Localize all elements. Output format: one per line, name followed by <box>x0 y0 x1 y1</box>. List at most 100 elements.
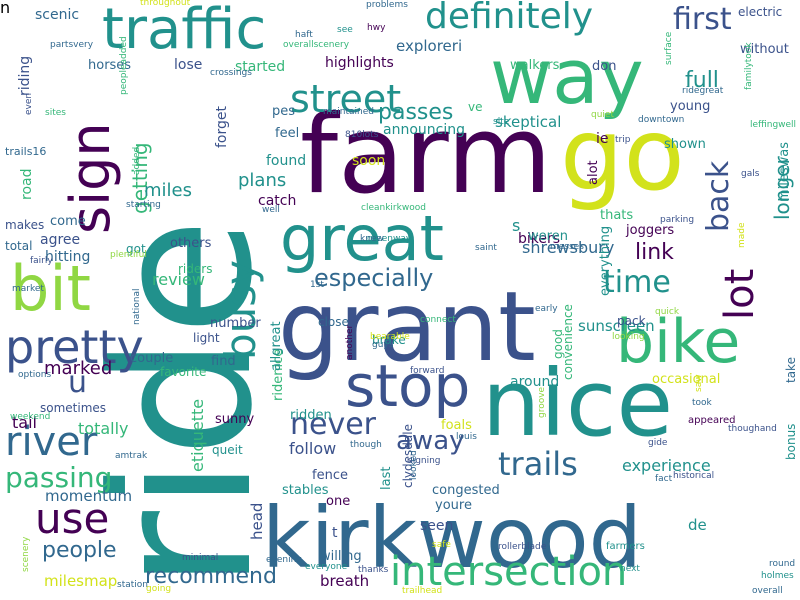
word: greenway <box>367 234 412 244</box>
word: full <box>685 68 719 93</box>
word: horses <box>88 58 132 73</box>
word: busy <box>216 259 265 360</box>
word: safe <box>432 540 451 550</box>
word: kirkwood <box>262 489 642 587</box>
word: problems <box>366 0 408 10</box>
word: total <box>5 239 33 253</box>
word: congested <box>432 483 500 498</box>
word: site <box>493 117 510 127</box>
word: plans <box>238 170 287 191</box>
word: started <box>235 59 286 75</box>
word: saw <box>694 374 704 392</box>
word: take <box>784 357 798 383</box>
word: totally <box>78 419 129 438</box>
word: close <box>318 315 349 329</box>
word: historical <box>673 471 715 481</box>
word: exploreri <box>396 37 463 55</box>
word: last <box>379 466 394 490</box>
word: queit <box>212 443 243 457</box>
word: everything <box>598 225 613 296</box>
word: soon <box>352 153 386 169</box>
word: looked <box>409 450 419 480</box>
word: momentum <box>45 487 133 505</box>
word: without <box>740 42 789 57</box>
word: trails16 <box>5 145 47 158</box>
word: use <box>35 494 110 543</box>
word: thoughand <box>728 424 777 434</box>
word: sites <box>45 108 66 118</box>
word: hwy <box>367 23 386 33</box>
word: even <box>24 92 34 115</box>
word: light <box>193 331 220 345</box>
word: market <box>12 284 44 294</box>
word: especially <box>314 264 434 292</box>
word: holmes <box>761 571 794 581</box>
word: cleankirkwood <box>361 203 426 213</box>
word: looking <box>612 332 645 342</box>
word: everyone <box>305 562 348 572</box>
word: minimal <box>182 553 219 563</box>
word: shown <box>664 137 706 152</box>
word: fact <box>655 474 673 484</box>
word: miles <box>144 180 192 201</box>
word: electric <box>738 5 783 19</box>
word: weren <box>528 229 568 244</box>
word: weekend <box>10 412 51 422</box>
word: overallscenery <box>283 40 350 50</box>
word: walkers <box>510 58 560 73</box>
word: youre <box>435 498 472 513</box>
word: see <box>337 25 353 35</box>
word: catch <box>258 193 297 209</box>
word: first <box>673 2 732 37</box>
word: grant <box>278 271 536 383</box>
word: forget <box>214 106 230 148</box>
word: familytook <box>744 42 754 90</box>
word: lot <box>717 268 763 320</box>
word: brake <box>372 333 406 347</box>
word: joggers <box>626 223 675 238</box>
word: come <box>50 214 86 229</box>
word: seen <box>420 518 454 534</box>
word: breath <box>320 572 370 590</box>
word: sunscreen <box>578 317 655 335</box>
word: allgreat <box>269 321 284 371</box>
word: ridden <box>290 408 332 423</box>
word: n <box>0 0 11 17</box>
word: follow <box>289 439 337 458</box>
word: people <box>42 538 117 563</box>
word: rollerblade <box>498 542 547 552</box>
word: parking <box>660 215 695 225</box>
word: groove <box>537 386 547 418</box>
word: saint <box>475 243 497 253</box>
word: leffingwell <box>750 120 797 130</box>
word: willing <box>320 549 362 564</box>
word: pes <box>272 104 296 119</box>
word: louis <box>456 432 477 442</box>
word: took <box>692 398 712 408</box>
word: 1st <box>310 280 324 290</box>
word: next <box>620 564 640 574</box>
word: shrewsbury <box>522 238 615 257</box>
word: forward <box>410 366 445 376</box>
word: bikers <box>518 231 561 247</box>
word: couple <box>130 351 174 366</box>
word: round <box>769 559 796 569</box>
word: one <box>326 494 351 509</box>
word: recommend <box>145 564 277 589</box>
word: 810lots <box>345 130 379 140</box>
word: back <box>701 160 736 232</box>
word: link <box>635 240 674 265</box>
word: u <box>68 365 88 400</box>
word: ridegreat <box>682 86 724 96</box>
word: milesmap <box>44 572 118 590</box>
word: go <box>560 96 685 213</box>
word: pretty <box>5 320 144 374</box>
word: occasional <box>652 372 721 387</box>
word: bonus <box>784 423 798 460</box>
word: de <box>688 516 707 534</box>
word: marked <box>44 358 113 379</box>
word: surface <box>664 31 674 65</box>
word: others <box>170 236 212 251</box>
word: thanks <box>358 565 389 575</box>
